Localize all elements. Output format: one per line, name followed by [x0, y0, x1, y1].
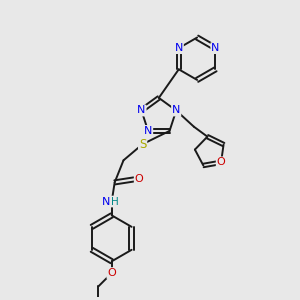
Text: O: O: [107, 268, 116, 278]
Text: H: H: [111, 196, 119, 206]
Text: N: N: [102, 196, 111, 206]
Text: O: O: [135, 174, 143, 184]
Text: S: S: [139, 138, 146, 151]
Text: N: N: [137, 106, 146, 116]
Text: N: N: [172, 106, 180, 116]
Text: N: N: [144, 126, 152, 136]
Text: N: N: [211, 43, 220, 53]
Text: O: O: [217, 158, 225, 167]
Text: N: N: [175, 43, 183, 53]
